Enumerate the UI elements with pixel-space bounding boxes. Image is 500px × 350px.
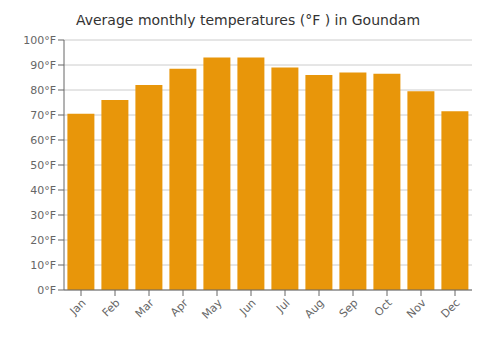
svg-text:May: May <box>199 296 225 322</box>
svg-text:Jan: Jan <box>67 296 89 318</box>
svg-text:Feb: Feb <box>100 296 123 319</box>
svg-text:Mar: Mar <box>133 296 157 320</box>
svg-text:0°F: 0°F <box>37 284 56 297</box>
svg-text:20°F: 20°F <box>30 234 56 247</box>
svg-text:Oct: Oct <box>372 296 395 319</box>
svg-text:70°F: 70°F <box>30 109 56 122</box>
html-text:Average monthly temperatures (: Average monthly temperatures (°F ) in Go… <box>75 12 420 28</box>
svg-text:50°F: 50°F <box>30 159 56 172</box>
svg-text:Aug: Aug <box>302 296 326 320</box>
svg-text:Sep: Sep <box>337 296 361 320</box>
svg-text:40°F: 40°F <box>30 184 56 197</box>
svg-text:100°F: 100°F <box>23 34 56 47</box>
svg-text:90°F: 90°F <box>30 59 56 72</box>
svg-text:60°F: 60°F <box>30 134 56 147</box>
svg-text:Apr: Apr <box>168 296 191 319</box>
svg-text:10°F: 10°F <box>30 259 56 272</box>
svg-text:Dec: Dec <box>438 296 462 320</box>
svg-text:Jul: Jul <box>273 296 292 315</box>
svg-text:Jun: Jun <box>237 296 259 318</box>
svg-text:80°F: 80°F <box>30 84 56 97</box>
svg-text:30°F: 30°F <box>30 209 56 222</box>
svg-text:Nov: Nov <box>404 296 429 321</box>
